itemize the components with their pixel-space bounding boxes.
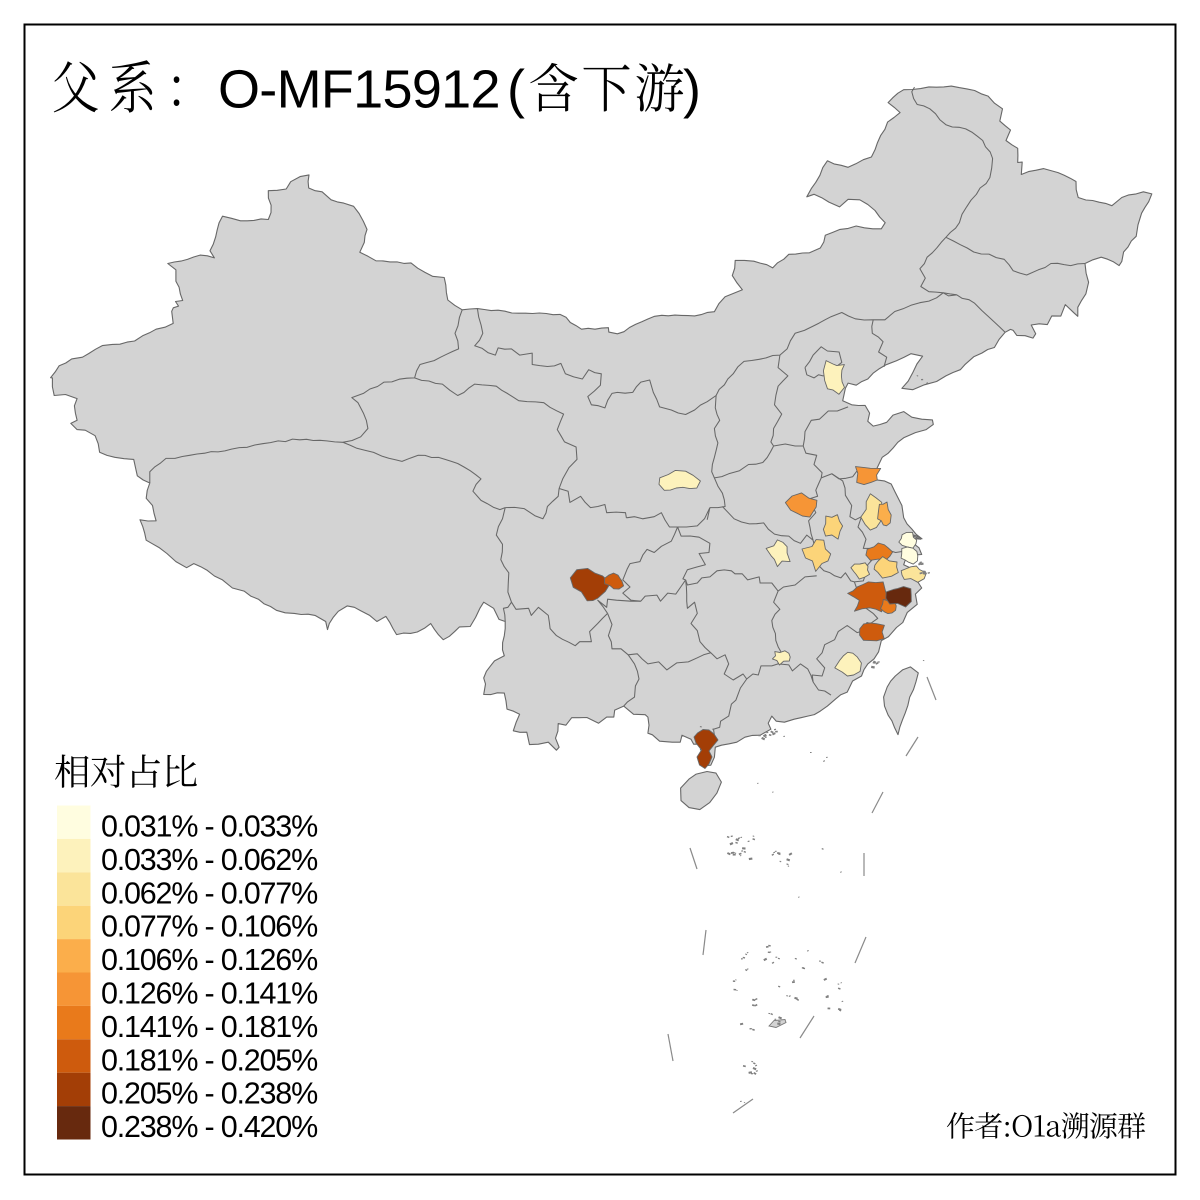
- svg-text:0.106% - 0.126%: 0.106% - 0.126%: [101, 943, 318, 977]
- svg-text:(: (: [507, 60, 525, 120]
- svg-text:0.077% - 0.106%: 0.077% - 0.106%: [101, 910, 318, 944]
- svg-text:O-MF15912: O-MF15912: [218, 60, 500, 120]
- svg-text:0.062% - 0.077%: 0.062% - 0.077%: [101, 876, 318, 910]
- svg-text:0.126% - 0.141%: 0.126% - 0.141%: [101, 977, 318, 1011]
- svg-text:0.205% - 0.238%: 0.205% - 0.238%: [101, 1077, 318, 1111]
- svg-text:): ): [683, 60, 701, 120]
- svg-text:0.141% - 0.181%: 0.141% - 0.181%: [101, 1010, 318, 1044]
- svg-text:0.031% - 0.033%: 0.031% - 0.033%: [101, 810, 318, 844]
- svg-text:0.181% - 0.205%: 0.181% - 0.205%: [101, 1043, 318, 1077]
- svg-text:0.238% - 0.420%: 0.238% - 0.420%: [101, 1110, 318, 1144]
- svg-text:0.033% - 0.062%: 0.033% - 0.062%: [101, 843, 318, 877]
